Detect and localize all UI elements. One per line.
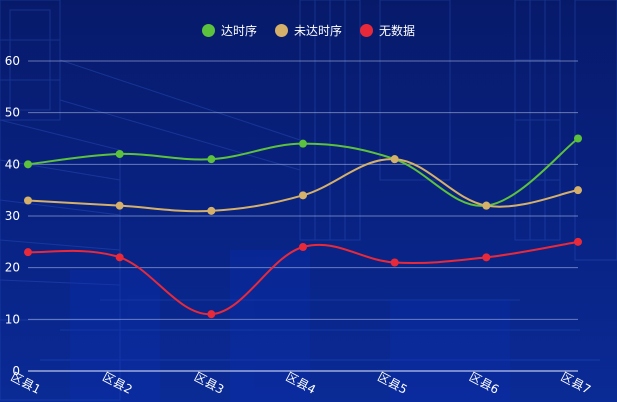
data-point-series-3[interactable] [574,237,582,246]
data-point-series-2[interactable] [390,155,399,164]
data-point-series-2[interactable] [24,196,32,205]
data-point-series-3[interactable] [207,310,216,319]
y-tick-label: 30 [5,209,20,223]
data-point-series-3[interactable] [299,243,307,251]
legend-item-series-2[interactable]: 未达时序 [274,22,342,39]
data-point-series-3[interactable] [115,253,124,262]
legend-label: 未达时序 [293,24,342,38]
legend-marker-icon [201,24,215,37]
data-point-series-2[interactable] [207,206,216,215]
data-point-series-1[interactable] [207,155,216,164]
y-tick-label: 50 [5,106,20,120]
data-point-series-1[interactable] [115,150,124,158]
y-tick-label: 60 [5,54,20,68]
data-point-series-3[interactable] [24,248,32,257]
data-point-series-2[interactable] [482,201,491,210]
data-point-series-1[interactable] [24,160,32,169]
data-point-series-2[interactable] [299,191,307,200]
legend-item-series-1[interactable]: 达时序 [201,22,257,39]
x-tick-label: 区县5 [375,370,410,397]
y-tick-label: 0 [12,364,20,378]
y-tick-label: 20 [5,261,20,275]
legend-label: 无数据 [379,24,416,38]
x-tick-label: 区县7 [558,370,593,397]
data-point-series-2[interactable] [574,186,582,195]
chart-legend: 达时序 未达时序 无数据 [0,22,617,39]
data-point-series-1[interactable] [574,134,582,143]
data-point-series-1[interactable] [299,139,307,148]
x-tick-label: 区县2 [100,370,135,397]
x-tick-label: 区县3 [192,370,227,397]
data-point-series-3[interactable] [482,253,491,262]
legend-marker-icon [274,24,288,37]
series-line-3 [27,240,579,316]
data-point-series-2[interactable] [115,201,124,210]
legend-label: 达时序 [220,24,257,38]
legend-marker-icon [360,24,373,37]
data-point-series-3[interactable] [390,258,399,267]
x-tick-label: 区县4 [283,370,318,397]
legend-item-series-3[interactable]: 无数据 [360,22,415,39]
y-tick-label: 10 [5,312,20,326]
x-tick-label: 区县6 [467,370,502,397]
y-tick-label: 40 [5,157,20,171]
x-tick-label: 区县1 [8,370,43,397]
